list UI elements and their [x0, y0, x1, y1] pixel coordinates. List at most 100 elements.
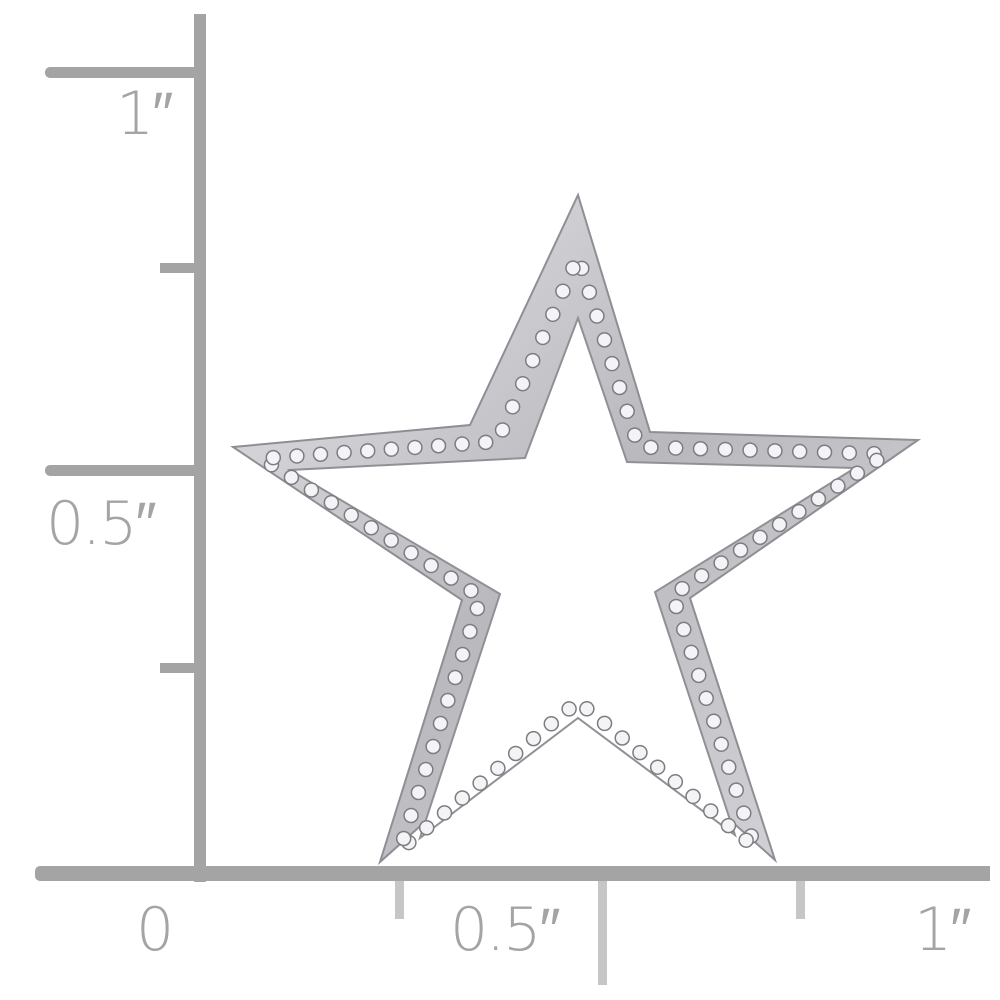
diamond-stone: [668, 598, 684, 615]
diamond-stone: [614, 730, 630, 746]
diamond-stone: [676, 621, 692, 638]
ruler-tick-0.5in-vertical: [45, 465, 200, 476]
diamond-stone: [626, 427, 643, 443]
diamond-stone: [830, 478, 846, 494]
ruler-tick-0.75in-horizontal: [796, 881, 805, 919]
diamond-stone: [312, 446, 329, 462]
diamond-stone: [869, 452, 885, 469]
diamond-stone: [430, 438, 447, 454]
diamond-stone: [336, 444, 352, 461]
diamond-stone: [524, 352, 541, 369]
diamond-stone: [561, 701, 577, 717]
diamond-stone: [507, 745, 524, 762]
diamond-stone: [383, 532, 399, 549]
diamond-stone: [706, 713, 722, 729]
diamond-stone: [738, 832, 754, 848]
diamond-stone: [579, 701, 595, 717]
star-inner-opening: [286, 315, 859, 841]
diamond-stone: [454, 646, 471, 663]
diamond-stone: [589, 308, 605, 324]
diamond-stone: [462, 623, 478, 640]
diamond-stone: [418, 761, 434, 778]
diamond-stone: [410, 784, 427, 801]
diamond-stone: [545, 306, 561, 323]
diamond-stones: [263, 260, 885, 851]
diamond-stone: [683, 644, 699, 661]
diamond-stone: [555, 283, 571, 299]
diamond-stone: [363, 520, 379, 536]
diamond-stone: [685, 788, 701, 805]
diamond-stone: [303, 482, 320, 498]
diamond-stone: [717, 441, 734, 458]
diamond-stone: [732, 542, 749, 558]
diamond-stone: [693, 568, 710, 584]
diamond-stone: [359, 443, 376, 459]
diamond-stone: [565, 260, 581, 276]
diamond-stone: [649, 759, 666, 775]
diamond-stone: [504, 399, 521, 415]
ruler-label-0.5in-horizontal: 0.5″: [450, 895, 561, 965]
diamond-stone: [667, 774, 684, 790]
diamond-stone: [525, 730, 542, 747]
diamond-stone: [463, 582, 479, 599]
diamond-stone: [425, 738, 441, 755]
diamond-stone: [432, 715, 449, 732]
diamond-stone: [283, 469, 300, 486]
diamond-stone: [698, 690, 714, 707]
diamond-stone: [816, 444, 833, 460]
ruler-label-1in-horizontal: 1″: [914, 895, 971, 965]
diamond-stone: [447, 669, 463, 686]
diamond-stone: [691, 667, 707, 684]
diamond-stone: [791, 503, 807, 520]
ruler-horizontal-axis: [35, 866, 990, 881]
ruler-tick-0.25in-vertical: [160, 663, 200, 673]
diamond-stone: [742, 442, 758, 458]
diamond-stone: [736, 805, 752, 821]
diamond-stone: [752, 529, 768, 546]
diamond-stone: [581, 284, 598, 300]
diamond-stone: [454, 436, 470, 452]
diamond-stone: [720, 817, 737, 834]
ruler-tick-0.5in-horizontal: [598, 881, 607, 985]
diamond-stone: [454, 790, 471, 806]
diamond-stone: [477, 434, 494, 451]
diamond-stone: [535, 329, 551, 346]
diamond-stone: [713, 555, 729, 571]
diamond-stone: [418, 819, 435, 836]
diamond-stone: [596, 715, 613, 732]
diamond-stone: [469, 600, 486, 617]
diamond-stone: [436, 805, 453, 821]
ruler-label-1in-vertical: 1″: [116, 79, 173, 149]
diamond-stone: [791, 443, 808, 460]
diamond-stone: [643, 439, 659, 456]
diamond-stone: [289, 448, 305, 464]
diamond-stone: [343, 507, 360, 523]
diamond-stone: [674, 580, 690, 597]
diamond-stone: [265, 449, 282, 466]
ruler-tick-1in-vertical: [45, 67, 200, 78]
diamond-stone: [494, 422, 511, 438]
diamond-stone: [728, 782, 744, 798]
diamond-stone: [440, 692, 456, 709]
diamond-stone: [604, 355, 620, 372]
diamond-stone: [703, 803, 719, 819]
diamond-stone: [403, 545, 419, 561]
diamond-stone: [721, 759, 737, 775]
diamond-stone: [443, 570, 459, 586]
diamond-stone: [692, 441, 709, 457]
ruler-tick-0.25in-horizontal: [395, 881, 404, 919]
ruler-label-0.5in-vertical: 0.5″: [46, 489, 157, 559]
diamond-stone: [407, 439, 423, 456]
diamond-stone: [841, 445, 858, 461]
diamond-stone: [713, 736, 729, 752]
diamond-stone: [403, 807, 419, 824]
diamond-stone: [383, 441, 400, 457]
diamond-stone: [767, 443, 783, 459]
diamond-stone: [810, 491, 827, 507]
diamond-stone: [611, 379, 628, 396]
diamond-stone: [596, 332, 613, 348]
diamond-stone: [543, 716, 560, 732]
diamond-stone: [423, 557, 439, 574]
